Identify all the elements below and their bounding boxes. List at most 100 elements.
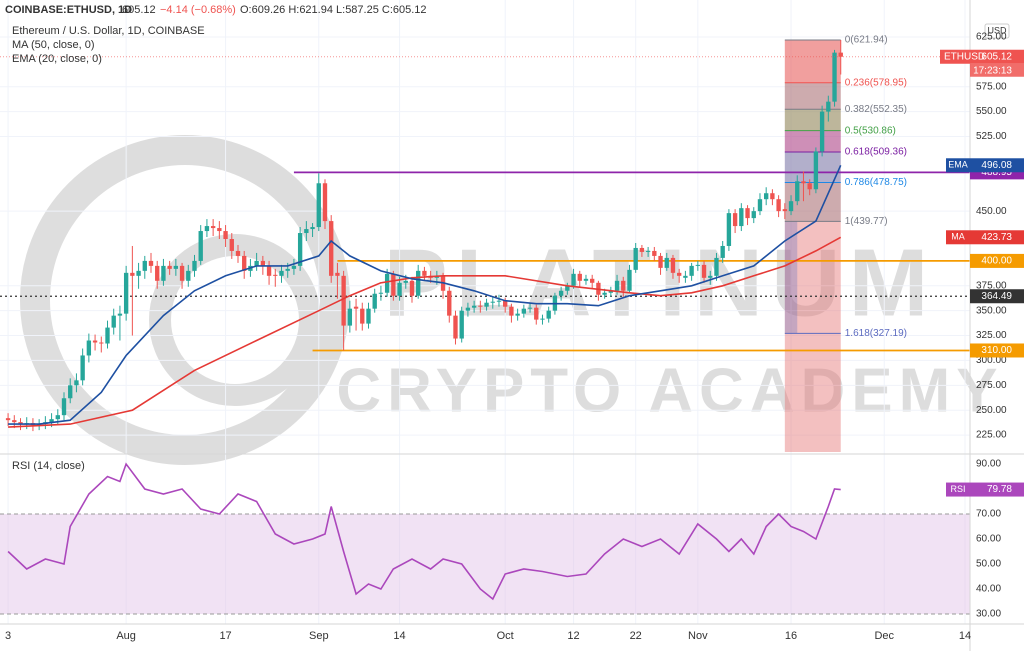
candle-body [546, 310, 551, 319]
candle-body [74, 380, 79, 386]
candle-body [192, 260, 197, 271]
candle-body [316, 183, 321, 228]
x-tick-label: 3 [5, 630, 11, 642]
candle-body [12, 420, 17, 423]
watermark-text: PLATINUM [384, 229, 937, 336]
candle-body [310, 227, 315, 230]
candle-body [223, 231, 228, 240]
y-tick-label: 300.00 [976, 355, 1007, 366]
candle-body [148, 260, 154, 266]
logo-ring [20, 135, 350, 465]
candle-body [819, 111, 825, 152]
candle-body [478, 305, 483, 307]
candle-body [627, 269, 632, 291]
candle-body [254, 260, 259, 266]
candle-body [61, 398, 67, 416]
candle-body [807, 183, 812, 190]
candle-body [279, 270, 284, 276]
candle-body [80, 355, 85, 381]
candle-body [708, 275, 713, 278]
candle-body [639, 247, 645, 252]
badge-tag: MA [951, 232, 965, 242]
candle-body [360, 308, 365, 324]
countdown-badge [970, 63, 1024, 77]
candle-body [515, 313, 520, 316]
indicator-badge [946, 482, 970, 497]
candle-body [142, 260, 147, 271]
candle-body [453, 315, 458, 339]
x-tick-label: Sep [309, 630, 329, 642]
indicator-badge [946, 158, 970, 173]
y-tick-label: 450.00 [976, 206, 1007, 217]
candle-body [801, 181, 806, 184]
fib-label: 0.236(578.95) [845, 77, 907, 88]
candle-body [838, 52, 843, 57]
fib-label: 0.618(509.36) [845, 147, 907, 158]
candle-body [297, 233, 303, 266]
candle-body [161, 265, 166, 281]
candle-body [540, 318, 545, 320]
candle-body [384, 273, 390, 293]
candle-body [341, 275, 346, 326]
candle-body [503, 300, 508, 307]
x-tick-label: Aug [116, 630, 136, 642]
fib-band [784, 221, 798, 334]
indicator-badge [970, 230, 1024, 245]
rsi-line [7, 462, 841, 601]
candle-body [378, 292, 384, 294]
candle-body [757, 199, 763, 212]
candle-body [55, 415, 60, 420]
y-tick-label: 250.00 [976, 405, 1007, 416]
candle-body [645, 250, 651, 252]
rsi-band [0, 514, 970, 614]
candle-body [770, 193, 775, 200]
chart-title: Ethereum / U.S. Dollar, 1D, COINBASE [12, 25, 205, 37]
candle-body [614, 280, 620, 291]
candle-body [745, 208, 750, 219]
candle-body [813, 151, 819, 190]
candle-body [490, 301, 495, 303]
badge-value: 488.95 [981, 167, 1012, 178]
candle-body [242, 255, 247, 271]
indicator-badge [970, 482, 1024, 497]
indicator-line [8, 236, 842, 428]
candle-body [285, 268, 290, 271]
fib-label: 0.5(530.86) [845, 125, 896, 136]
candle-body [664, 257, 669, 268]
x-tick-label: 12 [567, 630, 579, 642]
candle-body [732, 213, 738, 227]
candle-body [266, 265, 272, 276]
fib-band [784, 40, 841, 83]
candle-body [521, 308, 527, 314]
currency-box [984, 23, 1010, 39]
candle-body [49, 419, 54, 423]
rsi-title: RSI (14, close) [12, 460, 85, 472]
candle-body [776, 199, 781, 212]
candle-body [465, 307, 471, 311]
candle-body [726, 213, 732, 246]
candle-body [509, 306, 514, 316]
candle-body [670, 257, 676, 273]
candle-body [68, 385, 73, 399]
candle-body [558, 290, 564, 296]
candle-body [583, 278, 589, 281]
badge-tag: ETHUSD [944, 51, 985, 62]
y-tick-label: 375.00 [976, 280, 1007, 291]
candle-body [751, 211, 756, 219]
candle-body [826, 101, 831, 112]
candle-body [832, 52, 837, 102]
candle-body [782, 209, 787, 212]
candle-body [496, 300, 502, 302]
price-badge [970, 289, 1024, 304]
fib-label: 0.786(478.75) [845, 177, 907, 188]
badge-value: 364.49 [981, 291, 1012, 302]
candle-body [577, 273, 582, 281]
candle-body [335, 272, 340, 276]
badge-value: 423.73 [981, 232, 1012, 243]
candle-body [739, 208, 744, 227]
indicator-line [8, 164, 842, 425]
symbol: COINBASE:ETHUSD, 1D [5, 4, 132, 16]
badge-tag: RSI [950, 484, 965, 494]
